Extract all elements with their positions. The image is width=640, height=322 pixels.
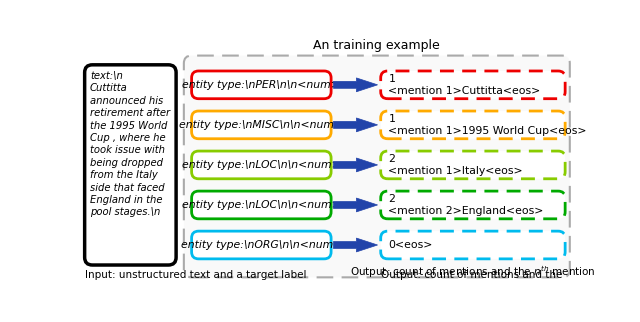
Polygon shape	[333, 158, 378, 172]
Text: text:\n
Cuttitta
announced his
retirement after
the 1995 World
Cup , where he
to: text:\n Cuttitta announced his retiremen…	[90, 71, 170, 217]
Text: entity type:\nLOC\n\n<num>: entity type:\nLOC\n\n<num>	[182, 160, 340, 170]
Text: Output: count of mentions and the $n^{th}$ mention: Output: count of mentions and the $n^{th…	[350, 264, 596, 279]
FancyBboxPatch shape	[191, 71, 331, 99]
Text: Input: unstructured text and a target label: Input: unstructured text and a target la…	[85, 270, 307, 279]
FancyBboxPatch shape	[381, 71, 565, 99]
FancyBboxPatch shape	[191, 111, 331, 139]
Text: entity type:\nLOC\n\n<num>: entity type:\nLOC\n\n<num>	[182, 200, 340, 210]
Text: 0<eos>: 0<eos>	[388, 240, 433, 250]
Text: 1
<mention 1>1995 World Cup<eos>: 1 <mention 1>1995 World Cup<eos>	[388, 114, 587, 136]
Polygon shape	[333, 198, 378, 212]
Text: 1
<mention 1>Cuttitta<eos>: 1 <mention 1>Cuttitta<eos>	[388, 74, 541, 96]
Text: entity type:\nPER\n\n<num>: entity type:\nPER\n\n<num>	[182, 80, 340, 90]
Text: An training example: An training example	[314, 40, 440, 52]
FancyBboxPatch shape	[191, 151, 331, 179]
FancyBboxPatch shape	[184, 56, 570, 277]
Text: entity type:\nORG\n\n<num>: entity type:\nORG\n\n<num>	[180, 240, 342, 250]
FancyBboxPatch shape	[381, 151, 565, 179]
Text: Output: count of mentions and the: Output: count of mentions and the	[381, 270, 565, 279]
Polygon shape	[333, 238, 378, 252]
Text: 2
<mention 2>England<eos>: 2 <mention 2>England<eos>	[388, 194, 544, 216]
FancyBboxPatch shape	[381, 231, 565, 259]
FancyBboxPatch shape	[191, 231, 331, 259]
Polygon shape	[333, 118, 378, 132]
FancyBboxPatch shape	[381, 111, 565, 139]
Text: entity type:\nMISC\n\n<num>: entity type:\nMISC\n\n<num>	[179, 120, 344, 130]
FancyBboxPatch shape	[84, 65, 176, 265]
FancyBboxPatch shape	[381, 191, 565, 219]
Polygon shape	[333, 78, 378, 92]
Text: 2
<mention 1>Italy<eos>: 2 <mention 1>Italy<eos>	[388, 154, 523, 176]
FancyBboxPatch shape	[191, 191, 331, 219]
